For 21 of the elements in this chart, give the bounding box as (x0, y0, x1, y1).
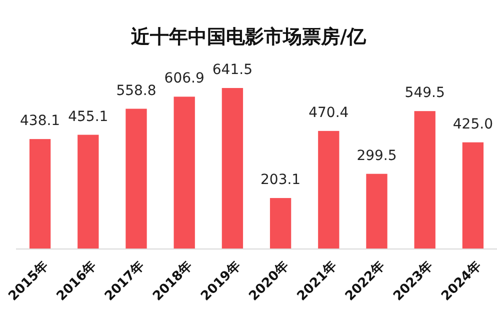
bar (366, 174, 388, 249)
data-label: 425.0 (452, 116, 493, 132)
bar (29, 139, 51, 249)
data-label: 203.1 (260, 172, 301, 188)
bar (174, 96, 195, 249)
data-label: 641.5 (212, 62, 252, 78)
chart-title: 近十年中国电影市场票房/亿 (130, 26, 367, 48)
data-label: 470.4 (308, 104, 349, 121)
data-label: 558.8 (116, 82, 156, 99)
data-label: 438.1 (20, 113, 60, 130)
data-label: 606.9 (164, 70, 204, 87)
bar (462, 142, 484, 249)
bar (222, 88, 244, 249)
bar (414, 111, 436, 249)
bar (270, 198, 292, 249)
bar (78, 134, 99, 249)
data-label: 455.1 (68, 108, 108, 125)
data-label: 299.5 (356, 148, 397, 164)
data-label: 549.5 (404, 85, 445, 102)
bar (126, 108, 147, 249)
bar (318, 130, 340, 249)
